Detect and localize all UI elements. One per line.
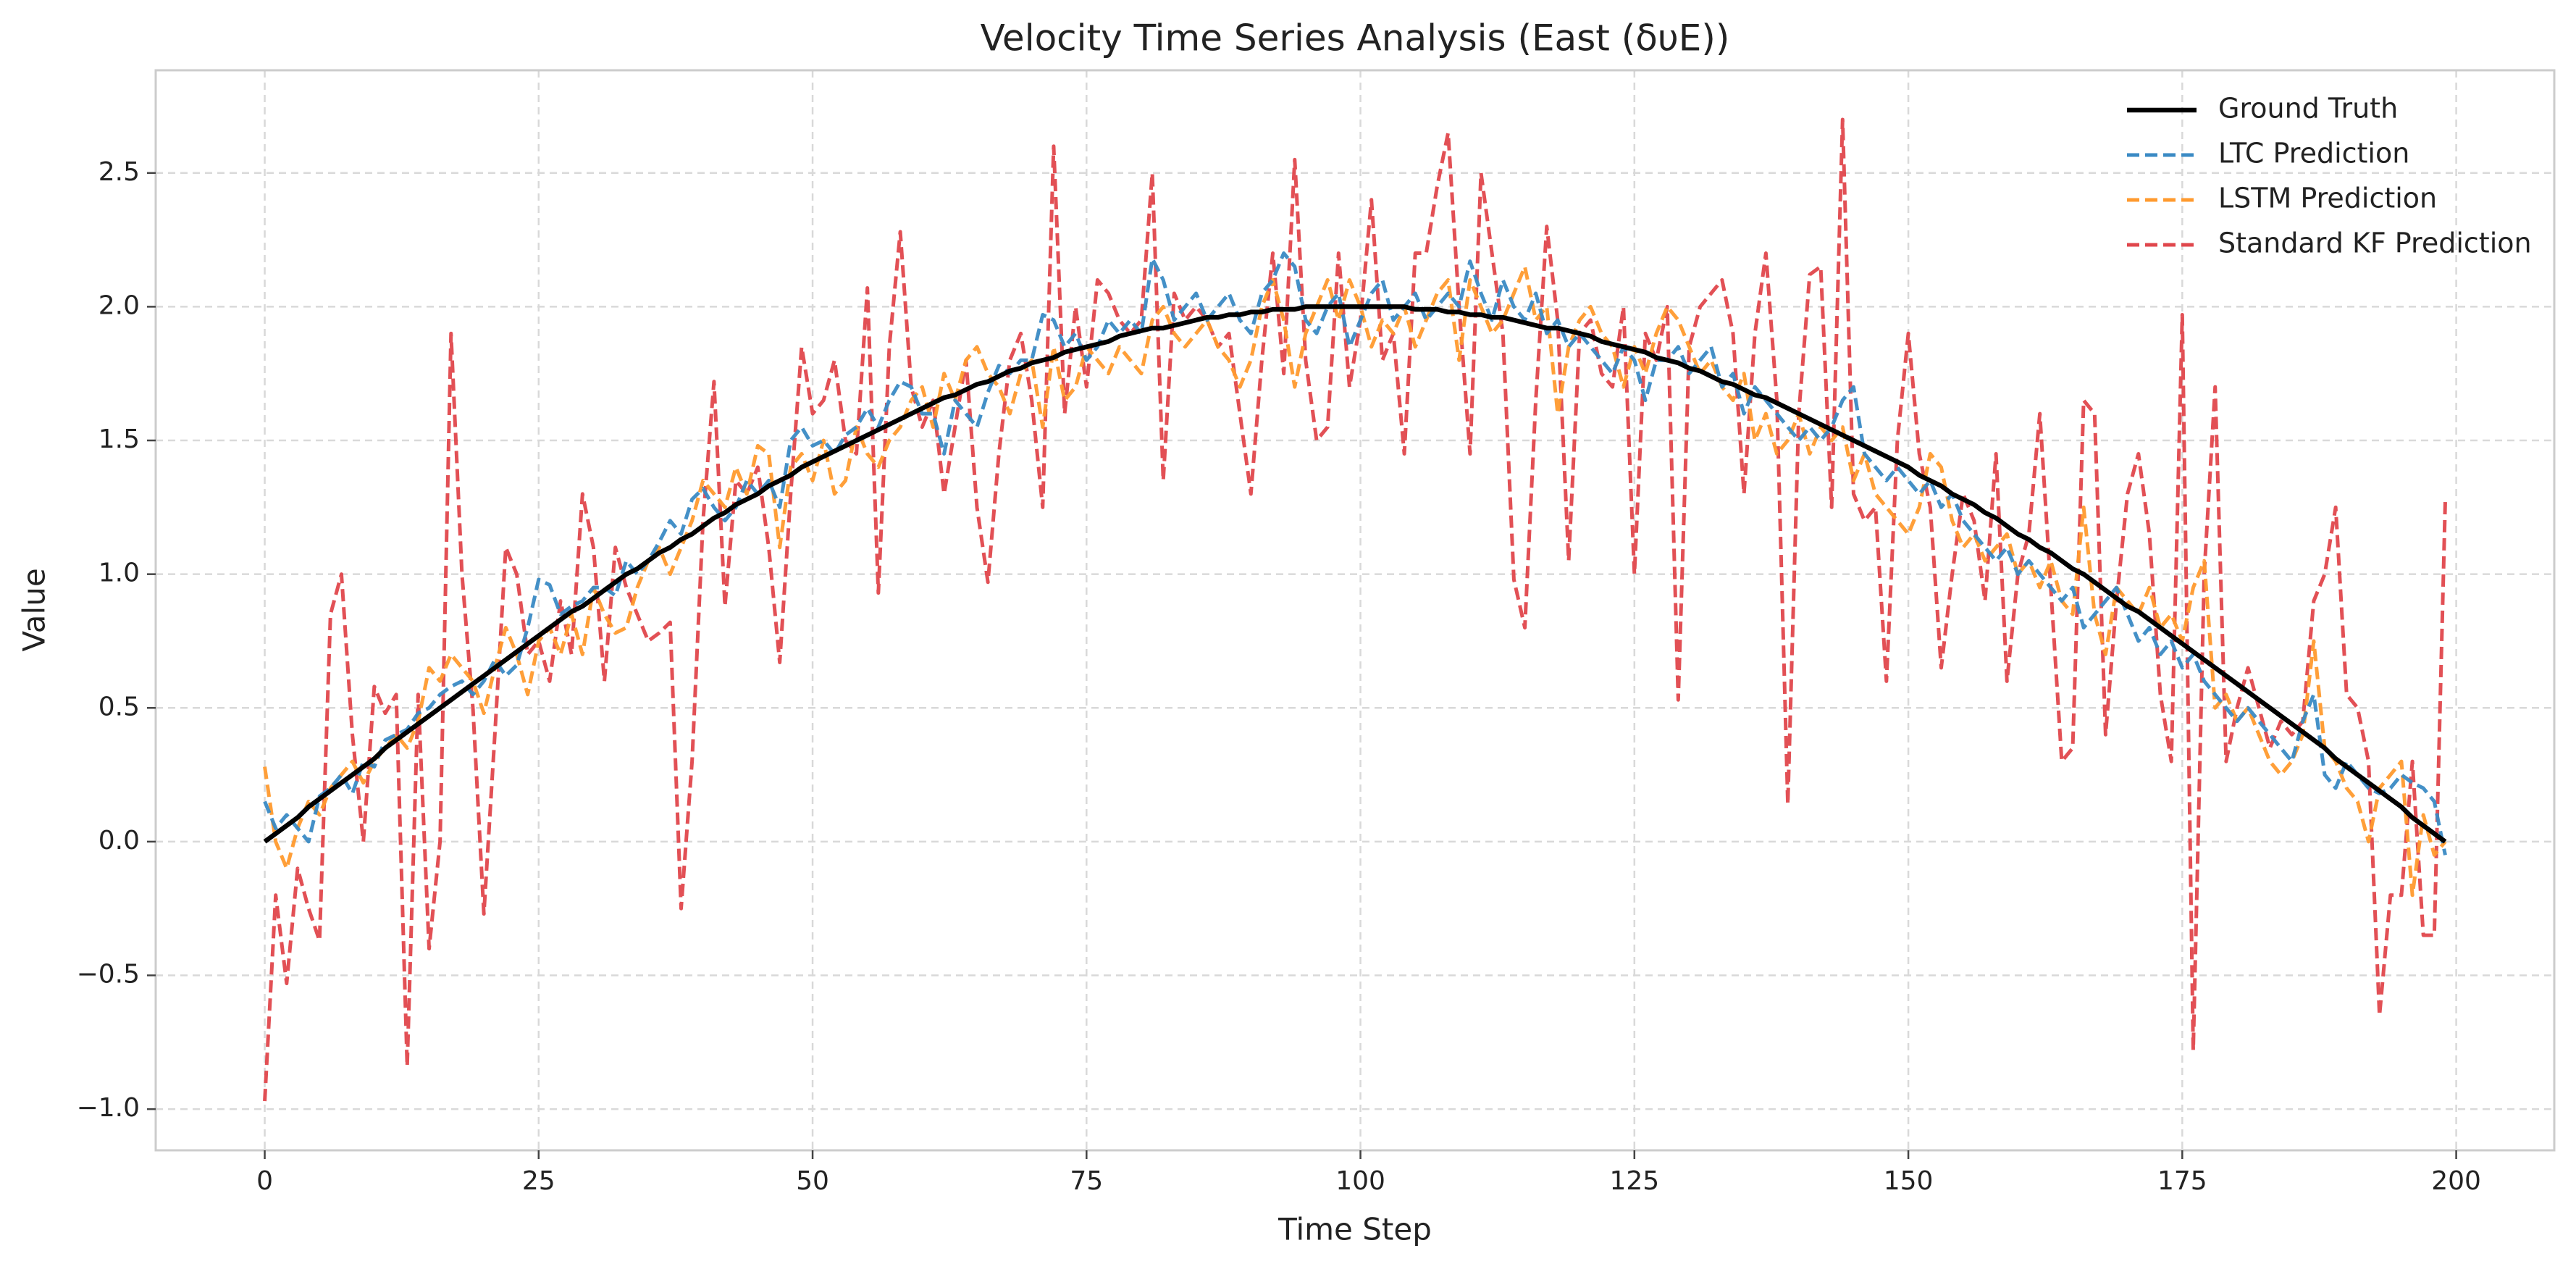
series-line (263, 264, 2447, 897)
series-line (263, 304, 2447, 844)
y-tick-label: 2.0 (98, 290, 140, 320)
y-tick-label: −1.0 (77, 1093, 140, 1123)
y-tick-label: 0.5 (98, 692, 140, 721)
legend-label: LSTM Prediction (2218, 183, 2437, 214)
y-tick-label: 1.5 (98, 424, 140, 454)
ticks: 0 25 50 75 100 125 150 175 200 −1.0 −0.5 0.0 0.5 1.0 1… (77, 157, 2481, 1196)
grid (156, 70, 2554, 1150)
series-line (263, 117, 2447, 1102)
x-axis-label: Time Step (1277, 1212, 1432, 1247)
y-axis-label: Value (17, 568, 52, 651)
x-tick-label: 75 (1070, 1166, 1103, 1196)
legend-label: Ground Truth (2218, 93, 2398, 125)
chart-title: Velocity Time Series Analysis (East (δυE… (981, 17, 1730, 59)
legend: Ground Truth LTC Prediction LSTM Predictio… (2127, 93, 2532, 259)
legend-label: Standard KF Prediction (2218, 227, 2532, 259)
y-tick-label: 0.0 (98, 826, 140, 855)
plot-lines (263, 117, 2447, 1102)
y-tick-label: −0.5 (77, 960, 140, 989)
x-tick-label: 25 (522, 1166, 555, 1196)
x-tick-label: 0 (256, 1166, 273, 1196)
x-tick-label: 100 (1335, 1166, 1385, 1196)
plot-frame (154, 69, 2556, 1152)
x-tick-label: 125 (1609, 1166, 1659, 1196)
y-tick-label: 2.5 (98, 157, 140, 187)
series-line (263, 251, 2447, 855)
x-tick-label: 150 (1884, 1166, 1934, 1196)
x-tick-label: 175 (2157, 1166, 2207, 1196)
legend-label: LTC Prediction (2218, 138, 2409, 170)
x-tick-label: 50 (796, 1166, 829, 1196)
y-tick-label: 1.0 (98, 558, 140, 588)
x-tick-label: 200 (2431, 1166, 2481, 1196)
